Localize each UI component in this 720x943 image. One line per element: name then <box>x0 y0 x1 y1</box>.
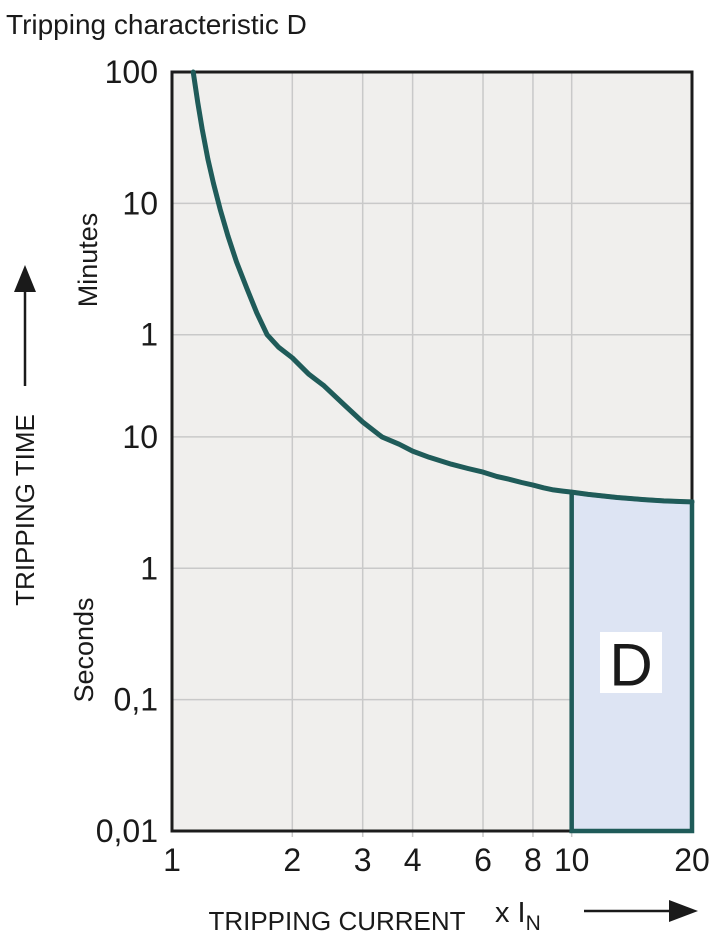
y-tick-labels: 100 10 1 10 1 0,1 0,01 <box>96 54 158 849</box>
x-unit-subscript: N <box>526 912 541 935</box>
y-axis-title: TRIPPING TIME <box>10 414 40 606</box>
chart-title: Tripping characteristic D <box>6 9 307 40</box>
region-d-label: D <box>609 632 652 699</box>
x-tick-labels: 1 2 3 4 6 8 10 20 <box>163 842 710 878</box>
x-tick-label: 3 <box>354 842 372 878</box>
y-tick-label: 0,1 <box>114 682 158 718</box>
y-tick-label: 10 <box>122 185 158 221</box>
x-unit-text: x I <box>495 897 526 929</box>
plot-layer <box>170 69 695 837</box>
x-unit-label: x IN <box>495 897 541 935</box>
x-tick-label: 1 <box>163 842 181 878</box>
x-axis-arrow-head <box>669 900 698 922</box>
x-tick-label: 20 <box>674 842 710 878</box>
region-d-label-box <box>600 632 662 693</box>
y-tick-label: 10 <box>122 419 158 455</box>
x-tick-label: 8 <box>524 842 542 878</box>
y-unit-minutes: Minutes <box>73 213 103 308</box>
tripping-curve <box>190 69 695 505</box>
y-tick-label: 100 <box>105 54 158 90</box>
y-tick-label: 1 <box>140 317 158 353</box>
x-tick-label: 2 <box>283 842 301 878</box>
x-tick-label: 6 <box>474 842 492 878</box>
plot-border <box>170 70 694 833</box>
y-tick-label: 1 <box>140 550 158 586</box>
x-tick-label: 10 <box>554 842 590 878</box>
x-tick-label: 4 <box>404 842 422 878</box>
y-unit-seconds: Seconds <box>69 597 99 702</box>
y-axis-arrow-head <box>14 265 36 292</box>
x-axis-title: TRIPPING CURRENT <box>208 906 465 936</box>
y-tick-label: 0,01 <box>96 813 158 849</box>
